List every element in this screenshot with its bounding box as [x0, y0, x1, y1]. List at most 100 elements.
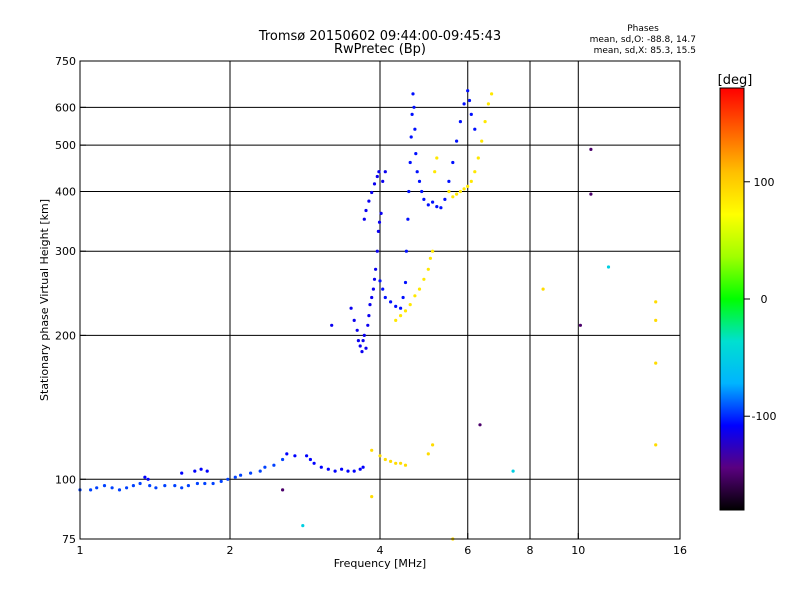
x-tick-label: 1 [77, 544, 84, 557]
data-point [154, 486, 158, 490]
data-point [394, 304, 398, 308]
phases-heading: Phases [627, 24, 659, 34]
data-point [654, 318, 658, 322]
data-point [379, 211, 383, 215]
data-point [199, 467, 203, 471]
data-point [319, 465, 323, 469]
data-point [589, 192, 593, 196]
data-point [420, 189, 424, 194]
data-point [95, 486, 99, 490]
data-point [195, 481, 199, 486]
data-point [490, 92, 494, 96]
data-point [466, 184, 470, 188]
colorbar-tick-label: 0 [761, 293, 768, 306]
y-tick-label: 500 [55, 139, 76, 152]
data-point [367, 199, 371, 203]
data-point [406, 217, 410, 221]
data-point [439, 206, 443, 210]
data-point [473, 170, 477, 174]
data-point [272, 463, 276, 467]
data-point [654, 361, 658, 365]
data-point [358, 467, 362, 471]
y-tick-label: 200 [55, 329, 76, 342]
data-point [462, 187, 466, 191]
data-point [409, 135, 413, 139]
data-point [211, 481, 215, 486]
data-point [360, 350, 364, 354]
data-point [455, 192, 459, 196]
data-point [180, 471, 184, 475]
data-point [473, 127, 477, 131]
data-point [138, 481, 142, 486]
data-point [362, 217, 366, 221]
data-point [305, 454, 309, 458]
data-point [258, 469, 262, 473]
data-point [399, 461, 403, 465]
y-tick-label: 100 [55, 473, 76, 486]
y-tick-label: 600 [55, 101, 76, 114]
data-point [263, 465, 267, 469]
data-point [285, 452, 289, 456]
data-point [110, 486, 114, 490]
phases-o-line: mean, sd,O: -88.8, 14.7 [590, 35, 696, 45]
phases-x-line: mean, sd,X: 85.3, 15.5 [594, 46, 696, 56]
data-point [312, 461, 316, 465]
data-point [374, 267, 378, 271]
data-point [403, 309, 408, 313]
data-point [541, 287, 545, 291]
data-point [370, 295, 374, 300]
data-point [378, 454, 382, 458]
data-point [447, 179, 451, 183]
data-point [370, 190, 374, 195]
data-point [589, 147, 593, 151]
data-point [249, 471, 253, 475]
data-point [431, 249, 435, 253]
data-point [346, 469, 350, 473]
data-point [422, 277, 426, 281]
data-point [401, 295, 405, 300]
data-point [186, 484, 190, 488]
data-point [203, 481, 207, 486]
data-point [301, 524, 305, 528]
data-point [443, 197, 447, 201]
data-point [281, 488, 285, 492]
data-point [308, 457, 312, 462]
data-point [367, 314, 371, 318]
data-point [125, 486, 129, 490]
data-point [355, 328, 359, 332]
data-points [78, 89, 658, 541]
data-point [163, 484, 167, 488]
data-point [411, 92, 415, 96]
data-point [435, 205, 439, 209]
data-point [428, 256, 432, 260]
data-point [415, 170, 419, 174]
data-point [466, 89, 470, 93]
grid [80, 61, 680, 539]
data-point [143, 475, 147, 479]
data-point [375, 174, 379, 179]
data-point [383, 457, 387, 462]
data-point [352, 469, 356, 473]
colorbar-tick-label: -100 [752, 410, 777, 423]
data-point [89, 488, 93, 492]
data-point [451, 160, 455, 165]
data-point [361, 465, 365, 469]
data-point [333, 469, 337, 473]
data-point [364, 208, 368, 213]
data-point [233, 475, 237, 479]
data-point [478, 423, 482, 427]
data-point [426, 203, 430, 207]
data-point [511, 469, 515, 473]
data-point [366, 323, 370, 327]
x-tick-label: 2 [227, 544, 234, 557]
data-point [435, 156, 439, 160]
data-point [375, 249, 379, 253]
x-tick-label: 4 [377, 544, 384, 557]
y-tick-label: 75 [62, 533, 76, 546]
data-point [131, 484, 135, 488]
data-point [361, 339, 365, 343]
data-point [193, 469, 197, 473]
x-tick-label: 10 [571, 544, 585, 557]
data-point [383, 295, 387, 300]
data-point [102, 484, 107, 488]
